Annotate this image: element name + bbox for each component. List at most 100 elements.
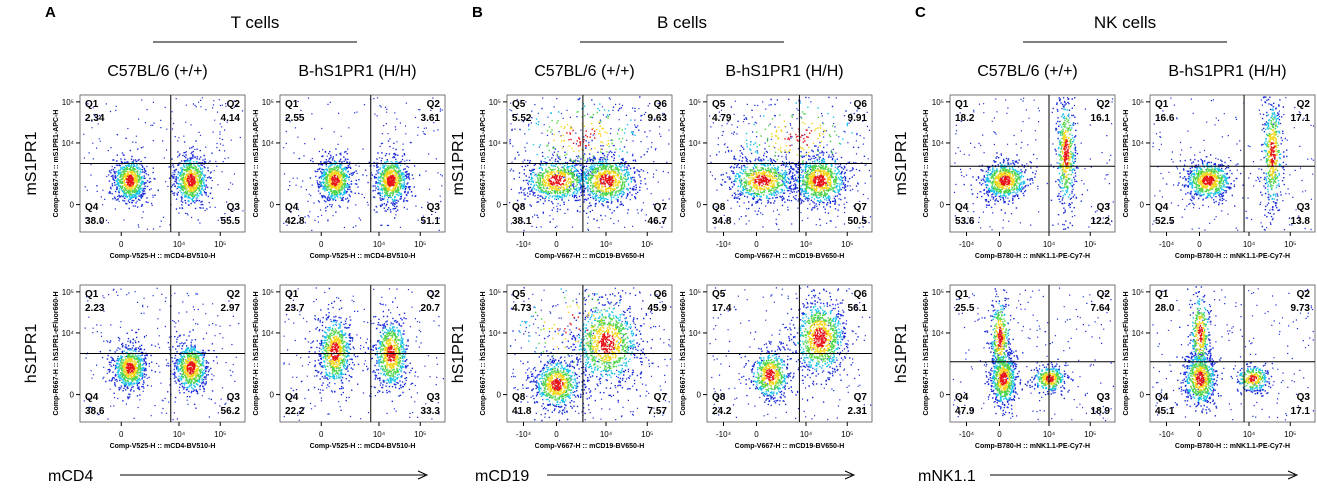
density-points	[757, 312, 838, 391]
x-tick-label: 10⁵	[1084, 430, 1096, 439]
y-axis-label: Comp-R667-H :: mS1PR1-APC-H	[1123, 110, 1130, 218]
quadrant-name: Q3	[1097, 392, 1111, 403]
plot-frame	[949, 284, 1116, 423]
quadrant-name: Q5	[512, 99, 526, 110]
density-points	[83, 97, 244, 230]
quadrant-value: 46.7	[648, 216, 668, 227]
quadrant-value: 9.91	[848, 113, 868, 124]
arrow-head	[417, 470, 429, 480]
quadrant-name: Q3	[427, 392, 441, 403]
quadrant-name: Q4	[85, 392, 99, 403]
x-tick-label: 10⁵	[641, 430, 653, 439]
density-points	[740, 111, 841, 197]
y-tick-label: 10⁵	[489, 98, 501, 107]
x-tick-label: 10⁴	[800, 430, 813, 439]
row-label: hS1PR1	[23, 324, 40, 384]
y-tick-label: 0	[1140, 201, 1145, 210]
quadrant-name: Q1	[955, 99, 969, 110]
quadrant-value: 55.5	[221, 216, 241, 227]
x-tick-label: 10⁴	[1043, 240, 1056, 249]
quadrant-value: 51.1	[421, 216, 441, 227]
quadrant-name: Q3	[427, 202, 441, 213]
x-tick-label: 10⁴	[173, 240, 186, 249]
x-tick-label: -10⁴	[716, 430, 732, 439]
panel-title: T cells	[231, 13, 280, 32]
density-points	[997, 327, 1054, 386]
x-tick-label: 10⁵	[841, 240, 853, 249]
density-points	[1197, 129, 1278, 190]
y-tick-label: 10⁵	[489, 288, 501, 297]
x-axis-label: Comp-B780-H :: mNK1.1-PE-Cy7-H	[1175, 253, 1290, 260]
quadrant-name: Q4	[85, 202, 99, 213]
y-tick-label: 10⁴	[1132, 139, 1145, 148]
y-axis-label: Comp-R667-H :: hS1PR1-eFluor660-H	[680, 291, 687, 415]
y-axis-label: Comp-R667-H :: mS1PR1-APC-H	[480, 110, 487, 218]
x-tick-label: 10⁵	[214, 240, 226, 249]
y-tick-label: 0	[697, 201, 702, 210]
y-tick-label: 10⁴	[262, 139, 275, 148]
density-points	[115, 346, 206, 390]
x-tick-label: 0	[997, 430, 1002, 439]
column-header: B-hS1PR1 (H/H)	[725, 63, 843, 80]
x-tick-label: 10⁵	[214, 430, 226, 439]
y-tick-label: 10⁵	[62, 98, 74, 107]
y-tick-label: 0	[697, 391, 702, 400]
quadrant-value: 52.5	[1155, 216, 1175, 227]
density-points	[548, 128, 615, 187]
y-tick-label: 0	[270, 201, 275, 210]
density-points	[535, 110, 627, 197]
arrow-head	[844, 470, 856, 480]
quadrant-value: 17.1	[1291, 406, 1311, 417]
quadrant-value: 17.1	[1291, 113, 1311, 124]
x-axis-label: Comp-B780-H :: mNK1.1-PE-Cy7-H	[1175, 443, 1290, 450]
x-tick-label: 10⁴	[600, 430, 613, 439]
quadrant-value: 33.3	[421, 406, 441, 417]
y-axis-label: Comp-R667-H :: hS1PR1-eFluor660-H	[253, 291, 260, 415]
y-tick-label: 0	[940, 391, 945, 400]
quadrant-name: Q3	[1297, 392, 1311, 403]
x-tick-label: 10⁴	[1243, 240, 1256, 249]
density-points	[122, 356, 200, 380]
quadrant-value: 53.6	[955, 216, 975, 227]
density-points	[999, 139, 1070, 186]
quadrant-name: Q3	[227, 202, 241, 213]
x-axis-label: Comp-V525-H :: mCD4-BV510-H	[310, 443, 416, 450]
y-tick-label: 10⁴	[262, 329, 275, 338]
quadrant-name: Q6	[854, 99, 868, 110]
quadrant-value: 42.8	[285, 216, 305, 227]
x-tick-label: 0	[754, 240, 759, 249]
density-points	[118, 164, 203, 197]
quadrant-value: 41.8	[512, 406, 532, 417]
density-points	[993, 310, 1061, 398]
y-tick-label: 10⁵	[62, 288, 74, 297]
column-header: C57BL/6 (+/+)	[107, 63, 208, 80]
quadrant-name: Q2	[227, 289, 241, 300]
density-points	[125, 173, 196, 187]
y-axis-label: Comp-R667-H :: mS1PR1-APC-H	[53, 110, 60, 218]
quadrant-name: Q4	[1155, 392, 1169, 403]
quadrant-value: 50.5	[848, 216, 868, 227]
quadrant-value: 4.73	[512, 303, 532, 314]
column-header: B-hS1PR1 (H/H)	[298, 63, 416, 80]
x-axis-label: Comp-V667-H :: mCD19-BV650-H	[535, 253, 645, 260]
quadrant-name: Q7	[654, 202, 668, 213]
density-points	[323, 328, 403, 378]
quadrant-value: 3.61	[421, 113, 441, 124]
density-points	[122, 169, 200, 192]
quadrant-value: 47.9	[955, 406, 975, 417]
y-tick-label: 10⁴	[489, 329, 502, 338]
x-tick-label: 10⁵	[414, 430, 426, 439]
row-label: hS1PR1	[893, 324, 910, 384]
panel-title: NK cells	[1094, 13, 1156, 32]
quadrant-name: Q6	[854, 289, 868, 300]
x-tick-label: 10⁵	[641, 240, 653, 249]
quadrant-value: 9.63	[648, 113, 668, 124]
quadrant-value: 38.1	[512, 216, 532, 227]
quadrant-name: Q8	[712, 392, 726, 403]
